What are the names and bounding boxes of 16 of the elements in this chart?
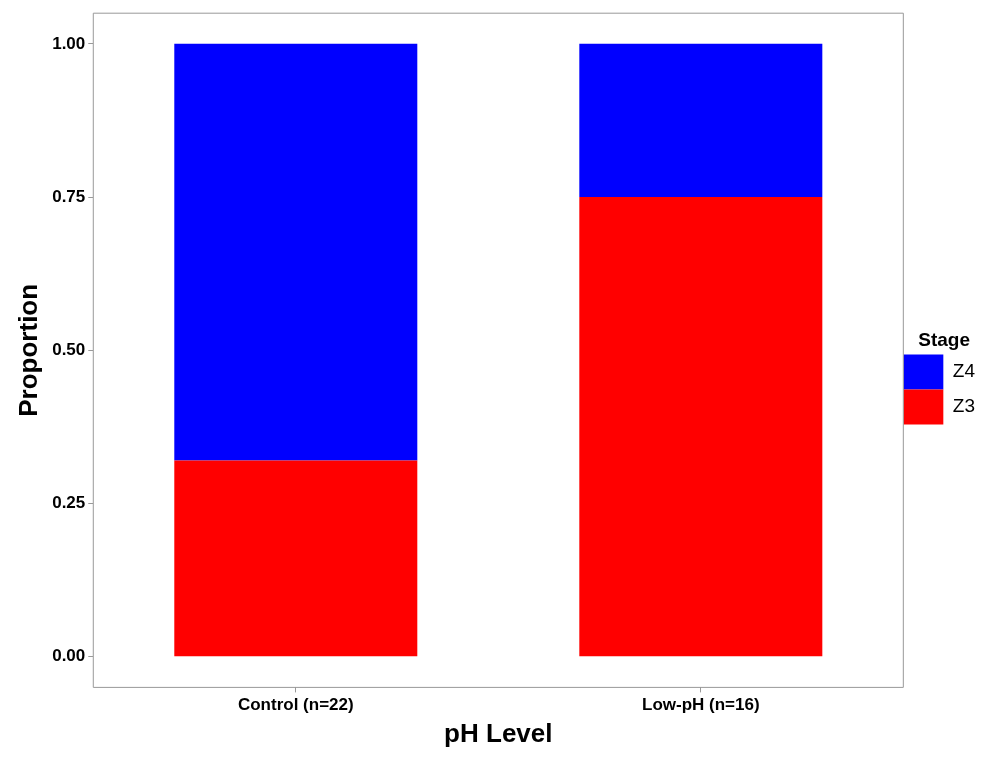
bar xyxy=(579,43,823,198)
bar xyxy=(174,43,418,461)
y-tick-label: 0.00 xyxy=(52,646,86,666)
y-tick-label: 1.00 xyxy=(52,33,86,53)
x-axis-title: pH Level xyxy=(444,717,553,748)
y-tick-label: 0.25 xyxy=(52,493,86,513)
legend-title: Stage xyxy=(918,329,971,351)
y-tick-label: 0.75 xyxy=(52,186,86,206)
bar xyxy=(174,460,418,657)
y-tick-label: 0.50 xyxy=(52,339,86,359)
y-axis-title: Proportion xyxy=(12,283,43,417)
x-tick-label: Control (n=22) xyxy=(237,695,354,715)
bar xyxy=(579,197,823,657)
legend-label: Z4 xyxy=(952,360,976,382)
x-tick-label: Low-pH (n=16) xyxy=(642,695,760,715)
legend-label: Z3 xyxy=(952,395,976,417)
